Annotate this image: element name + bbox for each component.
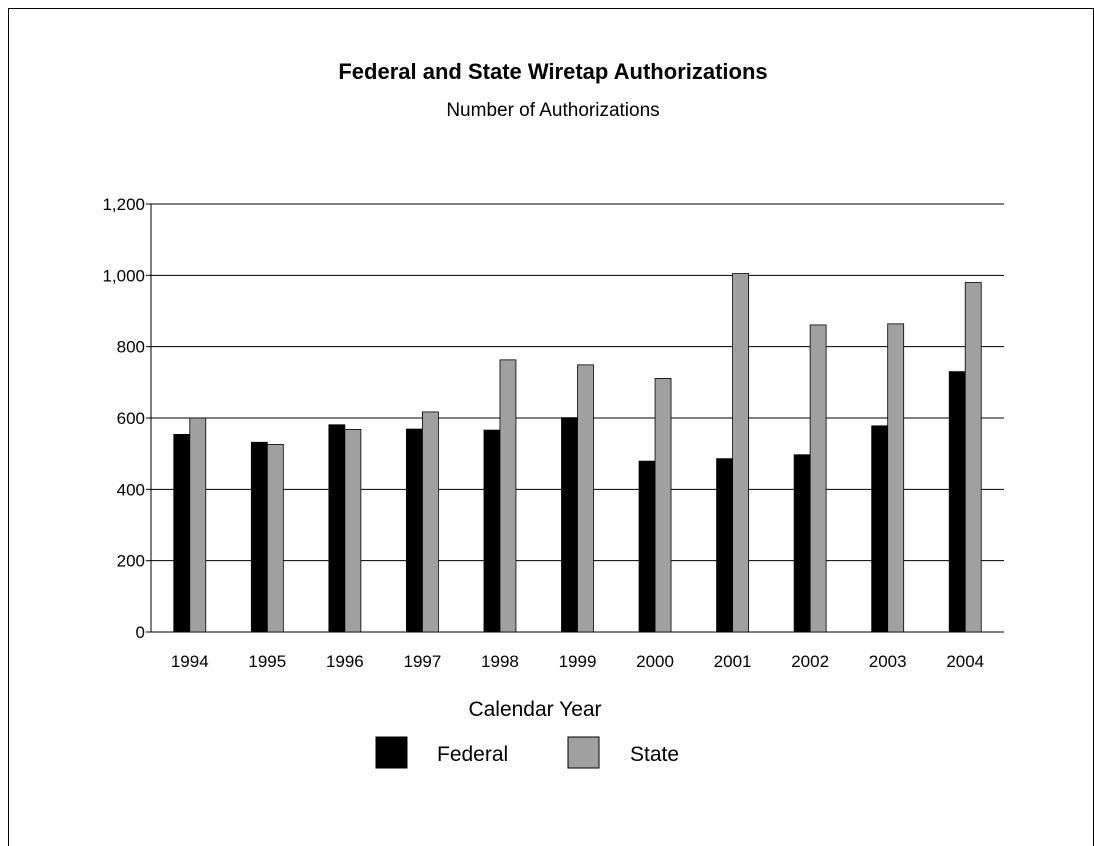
bar-federal-1994 [173,434,191,633]
y-tick-label: 0 [136,623,145,642]
y-tick-label: 800 [117,338,145,357]
bars [173,273,982,633]
bar-state-2001 [732,273,749,633]
legend-label-state: State [630,743,679,766]
bar-federal-2003 [871,425,889,633]
legend-label-federal: Federal [437,743,508,766]
x-tick-label: 1994 [171,652,209,671]
bar-federal-2000 [638,460,656,633]
legend-swatch-federal [375,736,408,769]
bar-state-2000 [654,378,672,633]
bar-federal-2002 [793,454,811,633]
bar-state-1998 [499,359,517,633]
x-axis-title: Calendar Year [468,698,601,721]
y-tick-label: 200 [117,552,145,571]
bar-federal-1999 [561,417,578,633]
chart-title: Federal and State Wiretap Authorizations [338,59,767,84]
bar-federal-1998 [483,429,501,633]
bar-federal-1997 [406,428,423,633]
legend-swatch-state [567,736,600,769]
bar-state-1996 [344,429,362,633]
y-tick-label: 400 [117,480,145,499]
x-tick-label: 2001 [714,652,752,671]
y-tick-label: 600 [117,409,145,428]
bar-state-1994 [189,417,207,633]
bar-state-1997 [422,411,439,633]
y-tick-label: 1,000 [102,266,145,285]
bar-state-2003 [887,323,905,633]
chart-subtitle: Number of Authorizations [446,100,659,121]
x-tick-label: 2000 [636,652,674,671]
legend: Federal State [375,736,679,769]
x-tick-label: 2002 [791,652,829,671]
bar-state-2004 [964,282,982,633]
bar-state-2002 [809,324,827,633]
x-tick-label: 1997 [403,652,441,671]
y-tick-label: 1,200 [102,195,145,214]
bar-federal-2004 [948,371,966,633]
x-tick-label: 1995 [248,652,286,671]
bar-federal-1995 [250,441,268,633]
x-tick-label: 1996 [326,652,364,671]
y-tick-labels: 0 200 400 600 800 1,000 1,200 [102,195,145,642]
bar-federal-2001 [716,458,733,633]
bar-federal-1996 [328,424,346,633]
x-tick-labels: 1994 1995 1996 1997 1998 1999 2000 2001 2002 2003… [171,652,984,671]
x-tick-label: 1998 [481,652,519,671]
bar-state-1995 [266,443,284,633]
bar-state-1999 [577,364,594,633]
x-tick-label: 2004 [946,652,984,671]
x-tick-label: 2003 [869,652,907,671]
x-tick-label: 1999 [559,652,597,671]
